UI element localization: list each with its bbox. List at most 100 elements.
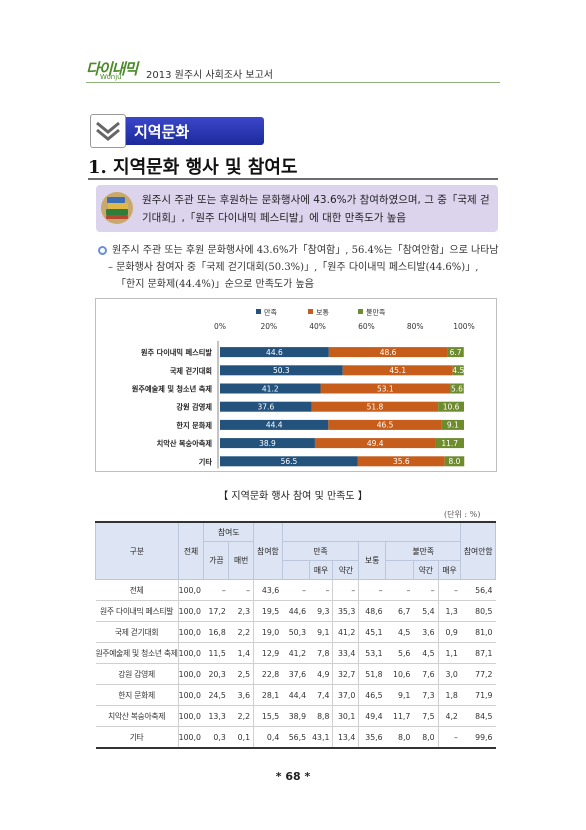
legend-label: 보통 xyxy=(316,309,329,317)
table-cell: 8,0 xyxy=(413,726,439,749)
table-cell: 3,0 xyxy=(437,663,461,685)
table-cell: 35,3 xyxy=(332,600,359,622)
table-cell: 3,6 xyxy=(228,684,254,706)
bar-segment xyxy=(220,438,315,449)
table-cell: 5,4 xyxy=(413,600,439,622)
table-cell: 7,8 xyxy=(309,642,333,664)
bar-segment xyxy=(314,438,436,449)
header-divider xyxy=(86,82,500,83)
table-cell: – xyxy=(358,579,386,601)
table-cell: 19,5 xyxy=(253,600,283,622)
table-cell: 46,5 xyxy=(358,684,386,706)
table-row: 치악산 복숭아축제 100,0 13,3 2,2 15,5 38,9 8,8 30,1 49,4… xyxy=(95,705,496,727)
books-icon xyxy=(101,192,133,224)
table-cell: 4,5 xyxy=(413,642,439,664)
wonju-logo: 다이내믹 Wonju xyxy=(86,58,142,84)
table-cell: 1,8 xyxy=(437,684,461,706)
table-cell: 10,6 xyxy=(385,663,414,685)
data-label: 10.6 xyxy=(443,403,460,412)
bar-segment xyxy=(452,365,464,376)
header-sometimes: 매번 xyxy=(228,541,255,580)
table-cell: 56,5 xyxy=(282,726,310,749)
bar-segment xyxy=(220,365,343,376)
row-category: 한지 문화제 xyxy=(95,684,179,706)
summary-box: 원주시 주관 또는 후원하는 문화행사에 43.6%가 참여하였으며, 그 중「… xyxy=(96,185,498,232)
table-cell: 22,8 xyxy=(253,663,283,685)
table-cell: – xyxy=(437,726,461,749)
table-cell: 4,5 xyxy=(385,621,414,643)
bar-segment xyxy=(220,347,329,358)
header-normal: 보통 xyxy=(358,541,387,580)
legend-swatch xyxy=(308,309,313,314)
data-label: 45.1 xyxy=(389,366,406,375)
table-cell: – xyxy=(309,579,333,601)
table-cell: 50,3 xyxy=(282,621,310,643)
data-label: 6.7 xyxy=(450,348,462,357)
table-cell: 43,6 xyxy=(253,579,283,601)
double-chevron-icon xyxy=(90,114,126,148)
data-label: 4.5 xyxy=(452,366,464,375)
category-label: 치악산 복숭아축제 xyxy=(157,439,213,448)
data-label: 44.6 xyxy=(266,348,283,357)
table-cell: 0,9 xyxy=(437,621,461,643)
header-slightly-2: 약간 xyxy=(412,560,439,580)
data-label: 46.5 xyxy=(377,421,394,430)
table-cell: 4,2 xyxy=(437,705,461,727)
table-row: 원주예술제 및 청소년 축제 100,0 11,5 1,4 12,9 41,2 7,8 33,… xyxy=(95,642,496,664)
satisfaction-stacked-bar-chart: 만족 보통 불만족 0% 20% 40% 60% 80% 100% 원주 다이내믹 페스티발 44.… xyxy=(132,308,475,469)
legend-swatch xyxy=(358,309,363,314)
table-cell: 51,8 xyxy=(358,663,386,685)
table-row: 기타 100,0 0,3 0,1 0,4 56,5 43,1 13,4 35,6 8,0 8,0–9… xyxy=(95,726,496,749)
summary-text: 원주시 주관 또는 후원하는 문화행사에 43.6%가 참여하였으며, 그 중「… xyxy=(142,194,490,224)
table-cell: 7,5 xyxy=(413,705,439,727)
table-cell: 81,0 xyxy=(460,621,496,643)
table-row: 전체 100,0– –43,6– – – – – – –56,4 xyxy=(95,579,496,601)
table-cell: – xyxy=(203,579,229,601)
data-label: 44.4 xyxy=(266,421,283,430)
chapter-divider xyxy=(88,178,498,180)
table-cell: 48,6 xyxy=(358,600,386,622)
row-category: 전체 xyxy=(95,579,179,601)
bar-segment xyxy=(320,383,451,394)
x-tick-label: 40% xyxy=(309,322,326,331)
row-category: 기타 xyxy=(95,726,179,749)
table-cell: 37,0 xyxy=(332,684,359,706)
table-cell: 0,4 xyxy=(253,726,283,749)
table-cell: 28,1 xyxy=(253,684,283,706)
table-cell: 3,6 xyxy=(413,621,439,643)
data-label: 56.5 xyxy=(281,457,298,466)
data-label: 9.1 xyxy=(447,421,459,430)
bar-segment xyxy=(220,419,329,430)
bar-segment xyxy=(441,419,464,430)
table-cell: 20,3 xyxy=(203,663,229,685)
table-unit-label: (단위 : %) xyxy=(444,510,481,519)
table-cell: 38,9 xyxy=(282,705,310,727)
bar-segment xyxy=(435,438,464,449)
table-cell: 100,0 xyxy=(177,684,204,706)
table-cell: 100,0 xyxy=(177,579,204,601)
data-label: 37.6 xyxy=(258,403,275,412)
category-label: 원주예술제 및 청소년 축제 xyxy=(132,385,213,394)
table-cell: 87,1 xyxy=(460,642,496,664)
header-participate: 참여함 xyxy=(253,521,283,580)
category-label: 기타 xyxy=(199,457,213,466)
table-cell: 77,2 xyxy=(460,663,496,685)
section-tab: 지역문화 xyxy=(90,114,264,148)
data-label: 8.0 xyxy=(449,457,461,466)
table-cell: 43,1 xyxy=(309,726,333,749)
data-label: 11.7 xyxy=(441,439,458,448)
data-label: 49.4 xyxy=(367,439,384,448)
bar-segment xyxy=(328,419,442,430)
header-not-participate: 참여안함 xyxy=(460,521,496,580)
table-cell: 2,5 xyxy=(228,663,254,685)
table-cell: 41,2 xyxy=(332,621,359,643)
table-cell: – xyxy=(282,579,310,601)
table-cell: 11,5 xyxy=(203,642,229,664)
bar-segment xyxy=(220,401,312,412)
data-label: 53.1 xyxy=(377,384,394,393)
category-label: 한지 문화제 xyxy=(176,421,212,430)
table-cell: 6,7 xyxy=(385,600,414,622)
table-row: 원주 다이내믹 페스티발 100,0 17,2 2,3 19,5 44,6 9,3 35,3 4… xyxy=(95,600,496,622)
table-cell: 11,7 xyxy=(385,705,414,727)
bar-segment xyxy=(311,401,439,412)
